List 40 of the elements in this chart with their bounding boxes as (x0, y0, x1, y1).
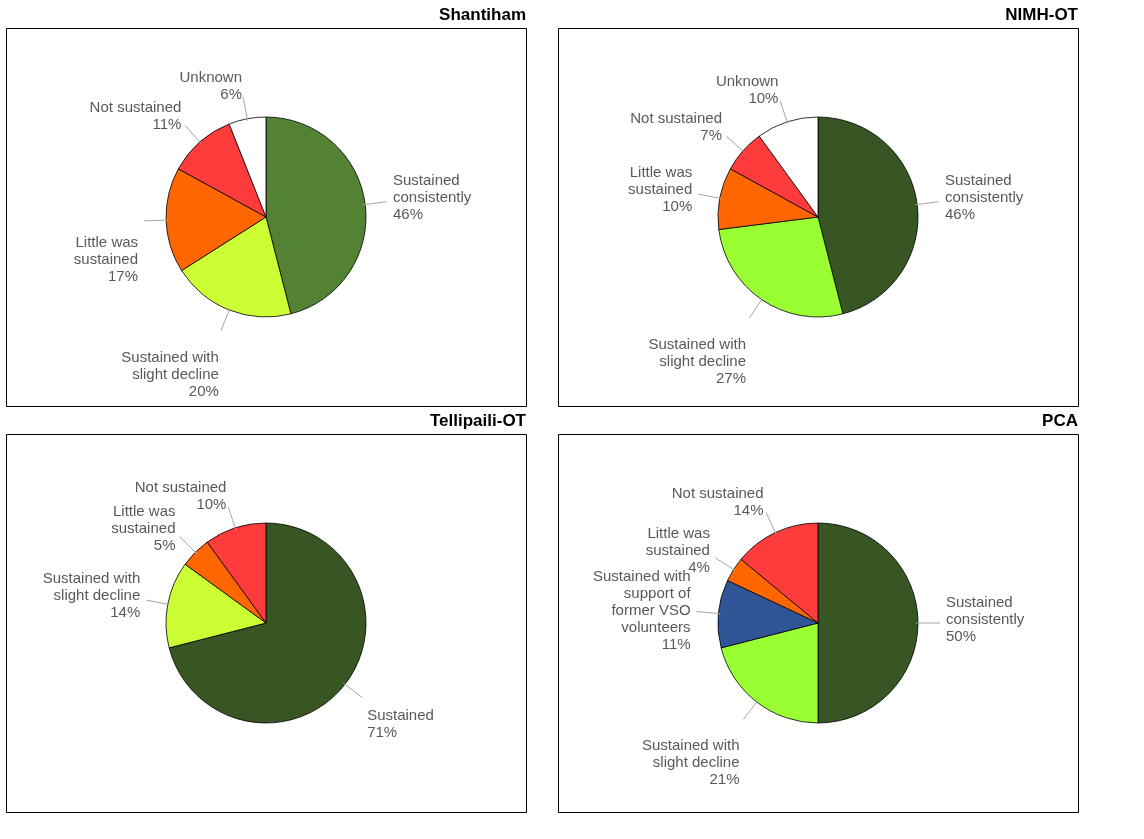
chart-title: Shantiham (439, 5, 526, 24)
data-label: 10% (662, 197, 693, 215)
slice-label: Little was sustained (111, 502, 176, 537)
data-label: 14% (733, 501, 764, 519)
slice-label: Not sustained (134, 478, 227, 496)
data-label: 21% (709, 770, 740, 788)
slice-label: Sustained consistently (944, 170, 1024, 205)
slice-label: Not sustained (671, 484, 764, 502)
data-label: 27% (716, 368, 747, 386)
slice-label: Little was sustained (645, 524, 710, 559)
slice-label: Sustained consistently (392, 170, 472, 205)
data-label: 20% (188, 382, 219, 400)
data-label: 17% (108, 267, 139, 285)
data-label: 11% (661, 634, 691, 652)
slice-label: Sustained with slight decline (42, 569, 141, 604)
text: PCA (1042, 411, 1078, 430)
data-label: 50% (946, 627, 977, 644)
chart-title: NIMH-OT (1005, 5, 1079, 24)
slice-label: Sustained consistently (946, 593, 1025, 627)
data-label: 10% (196, 495, 227, 513)
slice-label: Not sustained (630, 109, 722, 127)
data-label: 5% (153, 536, 176, 554)
slice-label: Little was sustained (73, 233, 139, 268)
slice-label: Unknown (179, 68, 243, 86)
data-label: 46% (944, 204, 976, 222)
data-label: 7% (700, 126, 722, 144)
text: Tellipaili-OT (429, 411, 527, 430)
data-label: 71% (367, 723, 398, 741)
slice-label: Sustained with slight decline (641, 736, 740, 771)
slice-label: Sustained (367, 706, 434, 724)
data-label: 14% (110, 603, 141, 621)
data-label: 10% (748, 89, 779, 107)
slice-label: Unknown (715, 72, 779, 90)
slice-label: Not sustained (89, 97, 182, 115)
slice-label: Little was sustained (628, 163, 693, 198)
slice-label: Sustained with slight decline (121, 348, 219, 383)
data-label: 46% (392, 204, 424, 222)
data-label: 11% (152, 114, 182, 132)
slice-label: Sustained with slight decline (648, 334, 747, 369)
data-label: 6% (220, 85, 243, 103)
